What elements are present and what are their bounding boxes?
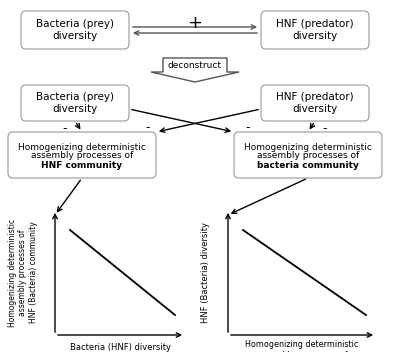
Text: -: -	[323, 122, 327, 136]
Text: HNF (predator)
diversity: HNF (predator) diversity	[276, 92, 354, 114]
Text: bacteria community: bacteria community	[257, 161, 359, 170]
Text: Bacteria (prey)
diversity: Bacteria (prey) diversity	[36, 92, 114, 114]
Text: -: -	[63, 122, 67, 136]
Text: HNF community: HNF community	[42, 161, 122, 170]
FancyBboxPatch shape	[234, 132, 382, 178]
Text: assembly processes of: assembly processes of	[257, 151, 359, 161]
Text: +: +	[188, 14, 202, 32]
Text: assembly processes of: assembly processes of	[31, 151, 133, 161]
Text: deconstruct: deconstruct	[168, 61, 222, 69]
FancyBboxPatch shape	[21, 85, 129, 121]
Text: HNF (predator)
diversity: HNF (predator) diversity	[276, 19, 354, 41]
Text: Bacteria (HNF) diversity: Bacteria (HNF) diversity	[70, 344, 170, 352]
FancyBboxPatch shape	[21, 11, 129, 49]
Text: -: -	[146, 121, 150, 134]
FancyBboxPatch shape	[261, 85, 369, 121]
Text: Homogenizing deterministic: Homogenizing deterministic	[244, 143, 372, 151]
Text: -: -	[246, 121, 250, 134]
Polygon shape	[151, 58, 239, 82]
FancyBboxPatch shape	[261, 11, 369, 49]
Text: Homogenizing deterministic: Homogenizing deterministic	[18, 143, 146, 151]
Text: Homogenizing deterministic
assembly processes of
HNF (Bacteria) community: Homogenizing deterministic assembly proc…	[245, 340, 359, 352]
FancyBboxPatch shape	[8, 132, 156, 178]
Text: Homogenizing deterministic
assembly processes of
HNF (Bacteria) community: Homogenizing deterministic assembly proc…	[8, 219, 38, 327]
Text: Bacteria (prey)
diversity: Bacteria (prey) diversity	[36, 19, 114, 41]
Text: HNF (Bacteria) diversity: HNF (Bacteria) diversity	[202, 222, 210, 323]
